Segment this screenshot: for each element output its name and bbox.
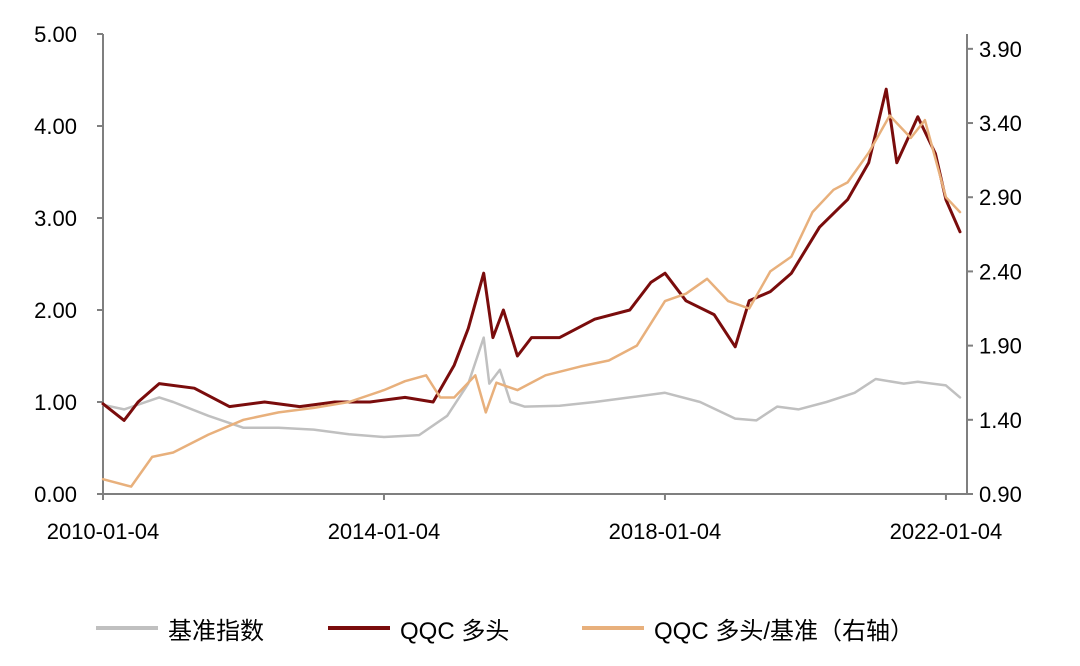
- legend-swatch-benchmark: [96, 626, 158, 630]
- x-axis: 2010-01-04 2014-01-04 2018-01-04 2022-01-04: [47, 493, 1003, 544]
- legend-swatch-long: [328, 626, 390, 630]
- right-tick-label-2: 1.90: [979, 334, 1022, 359]
- left-tick-label-1: 1.00: [34, 390, 77, 415]
- right-tick-label-5: 3.40: [979, 111, 1022, 136]
- legend-item-long: QQC 多头: [328, 608, 509, 648]
- series-line-2: [101, 114, 962, 488]
- legend-label-benchmark: 基准指数: [168, 617, 264, 645]
- left-tick-label-3: 3.00: [34, 206, 77, 231]
- left-y-axis: 0.00 1.00 2.00 3.00 4.00 5.00: [34, 22, 104, 507]
- right-tick-label-0: 0.90: [979, 482, 1022, 507]
- x-tick-label-0: 2010-01-04: [47, 519, 160, 544]
- legend-item-benchmark: 基准指数: [96, 608, 264, 648]
- left-tick-label-4: 4.00: [34, 114, 77, 139]
- left-tick-label-2: 2.00: [34, 298, 77, 323]
- series-layer: [101, 87, 962, 488]
- legend-label-ratio: QQC 多头/基准（右轴）: [654, 617, 915, 645]
- left-tick-label-0: 0.00: [34, 482, 77, 507]
- x-tick-label-3: 2022-01-04: [890, 519, 1003, 544]
- legend-label-long: QQC 多头: [400, 617, 510, 645]
- legend-swatch-ratio: [582, 626, 644, 630]
- right-y-axis: 0.90 1.40 1.90 2.40 2.90 3.40 3.90: [966, 34, 1022, 507]
- legend: 基准指数 QQC 多头 QQC 多头/基准（右轴）: [0, 608, 1080, 648]
- x-tick-label-2: 2018-01-04: [609, 519, 722, 544]
- right-tick-label-1: 1.40: [979, 408, 1022, 433]
- right-tick-label-3: 2.40: [979, 259, 1022, 284]
- legend-item-ratio: QQC 多头/基准（右轴）: [582, 608, 914, 648]
- right-tick-label-4: 2.90: [979, 185, 1022, 210]
- series-line-1: [101, 87, 962, 422]
- chart: 0.00 1.00 2.00 3.00 4.00 5.00 0.90 1.40 1.90 2.4…: [34, 22, 1022, 544]
- right-tick-label-6: 3.90: [979, 37, 1022, 62]
- series-line-0: [101, 336, 962, 439]
- x-tick-label-1: 2014-01-04: [328, 519, 441, 544]
- left-tick-label-5: 5.00: [34, 22, 77, 47]
